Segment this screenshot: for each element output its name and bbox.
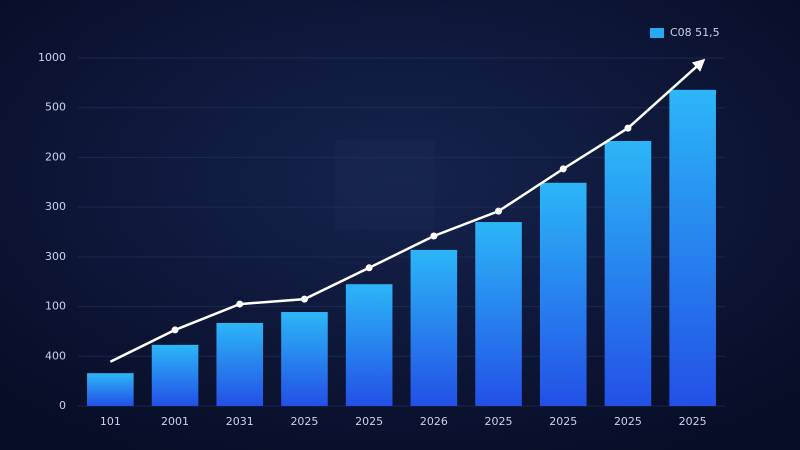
bar <box>345 284 393 406</box>
x-tick-label: 2025 <box>549 415 577 428</box>
bar <box>216 322 264 406</box>
bar <box>87 373 134 406</box>
trend-point <box>171 326 179 334</box>
y-tick-label: 200 <box>45 150 66 163</box>
trend-point <box>430 232 438 240</box>
y-tick-label: 300 <box>45 250 66 263</box>
bar <box>475 222 522 406</box>
bar <box>410 249 458 406</box>
x-tick-label: 101 <box>100 415 121 428</box>
backdrop-shape <box>335 140 435 230</box>
bar <box>281 312 328 406</box>
trend-point <box>624 124 632 132</box>
x-tick-label: 2001 <box>161 415 189 428</box>
y-tick-label: 100 <box>45 300 66 313</box>
y-tick-label: 400 <box>45 349 66 362</box>
bar <box>604 141 652 406</box>
x-tick-label: 2025 <box>485 415 513 428</box>
x-tick-label: 2025 <box>290 415 318 428</box>
legend-label: C08 51,5 <box>670 26 720 39</box>
bar <box>669 89 716 407</box>
trend-point <box>559 165 567 173</box>
y-tick-label: 0 <box>59 399 66 412</box>
trend-point <box>300 295 308 303</box>
bar <box>151 344 199 406</box>
trend-point <box>236 300 244 308</box>
bar <box>539 182 587 406</box>
y-tick-label: 1000 <box>38 51 66 64</box>
x-tick-label: 2031 <box>226 415 254 428</box>
trend-line <box>109 58 706 363</box>
y-tick-label: 300 <box>45 200 66 213</box>
trend-point <box>495 207 503 215</box>
x-tick-label: 2025 <box>614 415 642 428</box>
legend-swatch <box>650 28 664 38</box>
trend-point <box>365 264 373 272</box>
x-tick-label: 2026 <box>420 415 448 428</box>
x-tick-label: 2025 <box>679 415 707 428</box>
y-tick-label: 500 <box>45 101 66 114</box>
x-tick-label: 2025 <box>355 415 383 428</box>
